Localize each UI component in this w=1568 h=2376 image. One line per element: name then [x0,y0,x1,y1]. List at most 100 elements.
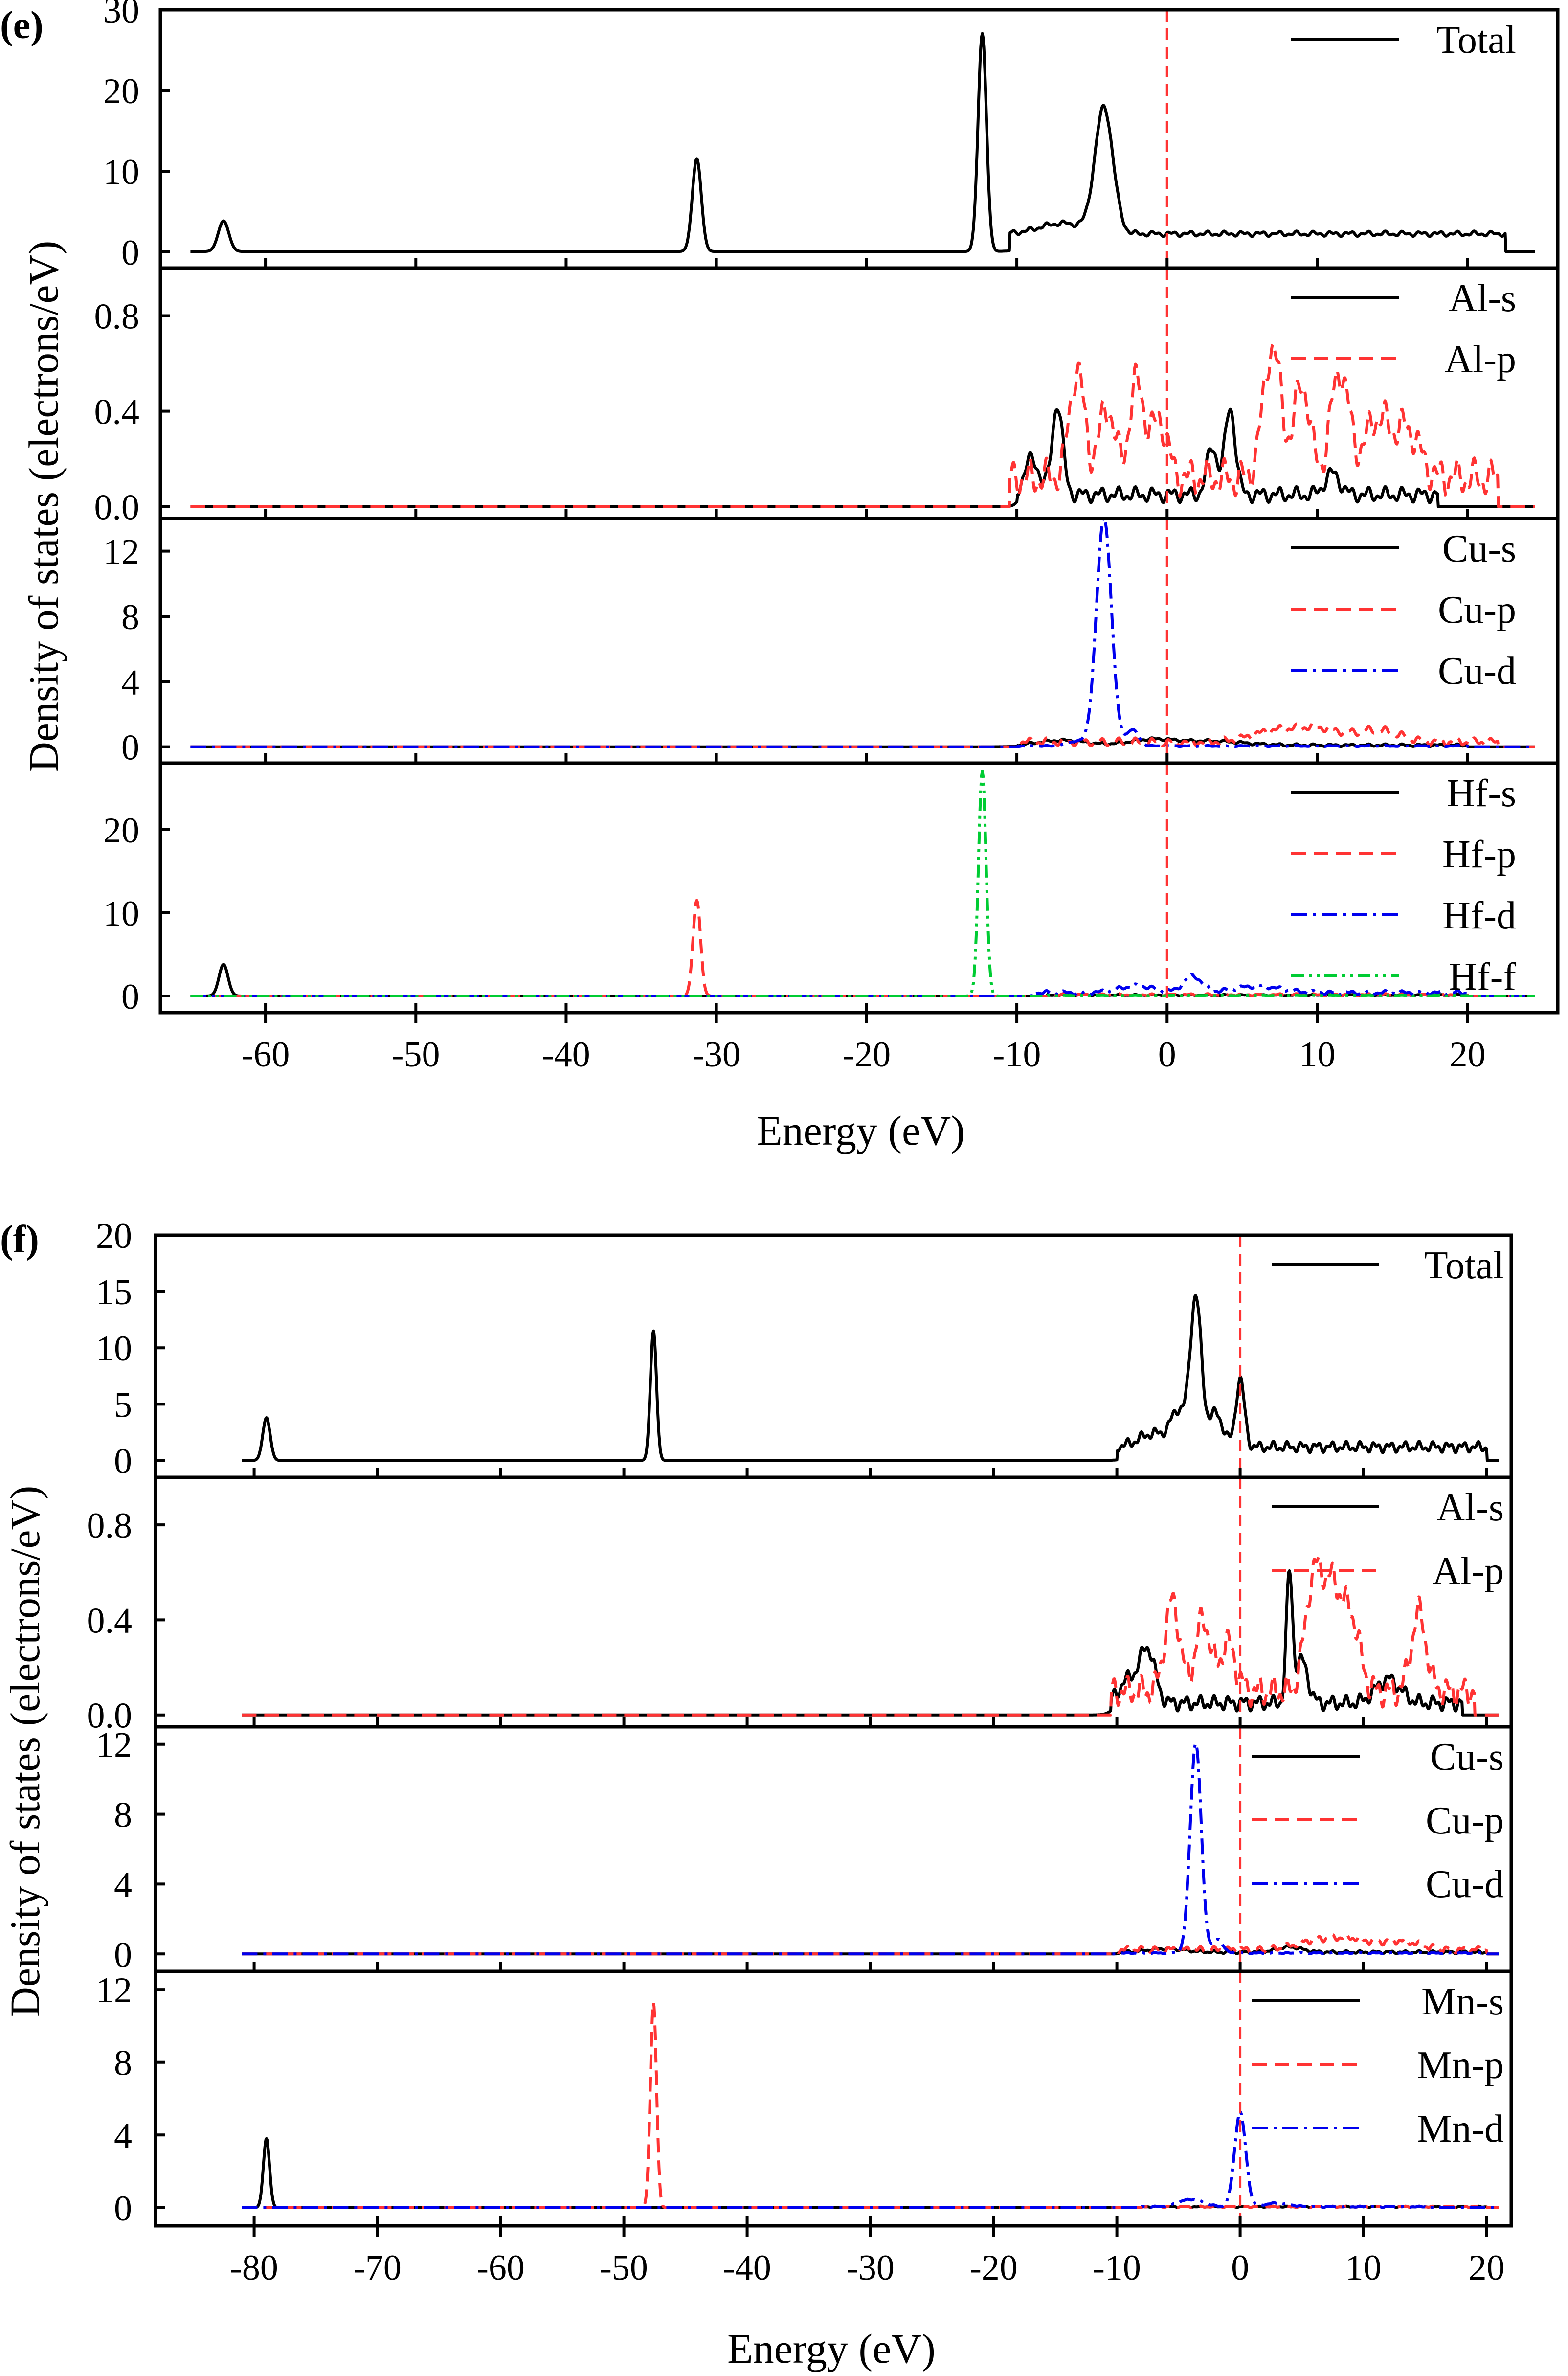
y-tick-label: 0.4 [94,392,140,432]
panel-letter-f: (f) [0,1218,39,1261]
x-tick-label: -20 [969,2248,1018,2288]
y-tick-label: 0.8 [94,297,140,337]
y-tick-label: 10 [103,894,139,934]
legend-label-cu-d: Cu-d [1438,650,1516,693]
x-ticks-e: -60 -50 -40 -30 -20 -10 0 10 20 [242,1035,1486,1075]
x-tick-label: 10 [1299,1035,1335,1075]
legend: Mn-s Mn-p Mn-d [1252,1980,1504,2150]
legend: Al-s Al-p [1291,277,1516,381]
legend: Al-s Al-p [1272,1486,1504,1593]
legend: Cu-s Cu-p Cu-d [1252,1736,1504,1906]
series-cu-d [241,1742,1500,1956]
x-tick-label: -50 [600,2248,648,2288]
legend-label-mn-d: Mn-d [1417,2107,1504,2150]
y-tick-label: 5 [114,1385,132,1425]
y-tick-label: 15 [96,1272,132,1312]
y-tick-label: 12 [96,1970,132,2011]
x-tick-label: 20 [1450,1035,1486,1075]
legend-label-hf-s: Hf-s [1447,772,1516,815]
subplot-3: 0 4 8 12 Cu-s Cu-p Cu-d [96,1725,1513,1975]
y-tick-label: 0 [114,1935,132,1975]
y-tick-label: 0 [121,728,139,768]
legend-label-cu-s: Cu-s [1442,527,1516,570]
y-tick-label: 0 [121,977,139,1017]
x-tick-label: 0 [1158,1035,1176,1075]
x-tick-label: -10 [993,1035,1041,1075]
x-tick-label: -40 [723,2248,771,2288]
y-tick-label: 20 [96,1216,132,1256]
series-cu-d [190,519,1536,748]
subplot-2: 0.0 0.4 0.8 Al-s Al-p [87,1475,1513,1736]
y-tick-label: 12 [103,532,139,572]
y-tick-label: 20 [103,811,139,851]
y-tick-label: 0 [114,2189,132,2229]
y-tick-label: 4 [114,1865,132,1905]
x-tick-label: 10 [1345,2248,1382,2288]
legend-label-al-p: Al-p [1432,1550,1504,1593]
legend-label-mn-s: Mn-s [1421,1980,1504,2023]
x-tick-label: -40 [542,1035,590,1075]
x-tick-label: 20 [1469,2248,1505,2288]
series-hf-f [190,770,1536,997]
x-tick-label: -60 [242,1035,290,1075]
panel-letter-e: (e) [0,4,44,47]
x-tick-label: -20 [843,1035,891,1075]
legend: Hf-s Hf-p Hf-d Hf-f [1291,772,1516,998]
x-axis-title-e: Energy (eV) [757,1107,965,1154]
y-tick-label: 10 [96,1329,132,1369]
x-tick-label: -60 [476,2248,525,2288]
series-total [190,32,1536,253]
legend-label-al-p: Al-p [1444,338,1516,381]
legend-label-cu-p: Cu-p [1426,1799,1504,1842]
y-axis-title-f: Density of states (electrons/eV) [1,1486,48,2017]
legend-label-cu-s: Cu-s [1430,1736,1504,1779]
y-tick-label: 8 [114,1795,132,1835]
legend-label-hf-f: Hf-f [1449,955,1516,998]
x-tick-label: -30 [692,1035,740,1075]
legend-label-hf-d: Hf-d [1442,894,1516,937]
y-tick-label: 8 [114,2043,132,2083]
legend-label-al-s: Al-s [1436,1486,1504,1529]
legend-label-mn-p: Mn-p [1417,2044,1504,2087]
x-ticks-f: -80 -70 -60 -50 -40 -30 -20 -10 0 10 20 [230,2248,1504,2288]
y-tick-label: 0.4 [87,1601,133,1641]
series-cu-p [190,722,1536,748]
y-tick-label: 12 [96,1725,132,1765]
series-total [241,1294,1500,1462]
y-tick-label: 0 [121,233,139,273]
x-axis-title-f: Energy (eV) [727,2325,936,2372]
series-al-p [190,342,1536,508]
y-tick-label: 4 [114,2116,132,2156]
y-tick-label: 0.0 [94,488,140,528]
y-tick-label: 0.8 [87,1506,133,1546]
y-tick-label: 0 [114,1441,132,1481]
y-tick-label: 8 [121,597,139,637]
x-tick-label: 0 [1231,2248,1249,2288]
series-mn-d [241,2110,1500,2209]
subplot-4: 0 10 20 Hf-s Hf-p Hf-d Hf-f [103,761,1560,1023]
subplot-3: 0 4 8 12 Cu-s Cu-p Cu-d [103,517,1560,768]
x-tick-label: -10 [1093,2248,1141,2288]
legend-label-hf-p: Hf-p [1442,833,1516,876]
subplot-frame [158,761,1560,1015]
y-tick-label: 30 [103,0,139,31]
legend-label-al-s: Al-s [1449,277,1516,320]
y-tick-label: 4 [121,662,139,702]
legend: Total [1291,19,1516,62]
legend: Total [1272,1244,1504,1287]
legend-label-total: Total [1424,1244,1504,1287]
y-tick-label: 20 [103,71,139,112]
figure-e: (e) Density of states (electrons/eV) Ene… [0,0,1560,1154]
legend-label-cu-d: Cu-d [1426,1863,1504,1906]
series-al-s [190,407,1536,508]
legend-label-total: Total [1436,19,1516,62]
y-tick-label: 0.0 [87,1696,133,1736]
series-al-p [241,1555,1500,1717]
legend: Cu-s Cu-p Cu-d [1291,527,1516,693]
series-cu-p [241,1932,1500,1956]
x-tick-label: -30 [846,2248,895,2288]
y-tick-label: 10 [103,152,139,192]
legend-label-cu-p: Cu-p [1438,588,1516,632]
x-tick-label: -80 [230,2248,278,2288]
